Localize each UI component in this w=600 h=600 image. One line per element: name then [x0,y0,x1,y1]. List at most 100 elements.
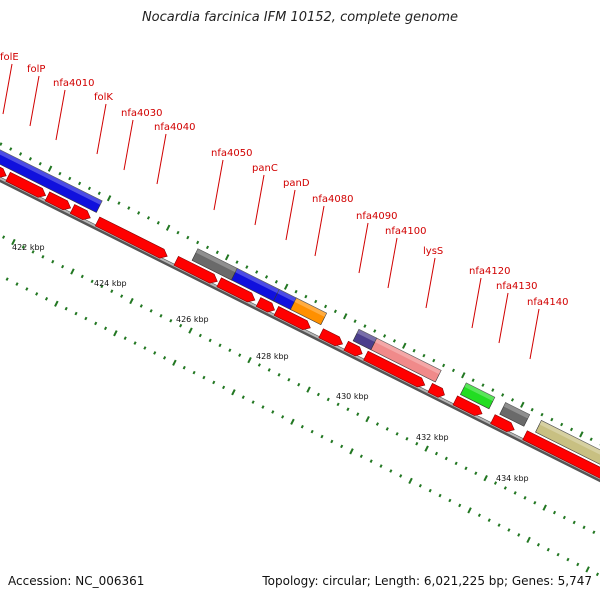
tick-mark [326,397,330,402]
cds-arrow[interactable] [490,414,517,435]
tick-mark [310,429,314,434]
gene-block-nfa4140[interactable] [535,420,600,479]
tick-mark [464,466,468,471]
tick-mark [517,533,521,537]
gene-label-nfa4080[interactable]: nfa4080 [312,194,353,205]
cds-arrow[interactable] [94,216,169,261]
tick-mark [304,294,308,299]
gene-label-folE[interactable]: folE [0,52,19,63]
tick-mark [139,304,143,308]
tick-mark [41,254,45,259]
gene-label-panC[interactable]: panC [252,163,278,174]
gene-label-nfa4010[interactable]: nfa4010 [53,78,94,89]
gene-label-folP[interactable]: folP [27,64,45,75]
tick-mark [106,195,112,202]
tick-mark [165,224,171,231]
cds-arrow[interactable] [173,255,220,286]
tick-mark [448,498,452,503]
gene-label-panD[interactable]: panD [283,178,310,189]
gene-label-nfa4030[interactable]: nfa4030 [121,108,162,119]
cds-arrow[interactable] [318,328,345,349]
tick-mark [379,464,383,468]
tick-mark [182,365,186,370]
tick-mark [271,410,275,414]
gene-leader-line [55,89,66,141]
tick-mark [316,392,320,397]
tick-mark [97,191,101,196]
tick-mark [241,395,245,399]
cds-arrow[interactable] [69,204,92,222]
tick-mark [283,283,289,290]
tick-mark [349,448,354,455]
tick-mark [202,375,206,380]
cds-arrow[interactable] [452,395,484,418]
tick-mark [267,368,271,372]
tick-mark [582,525,586,530]
tick-mark [493,481,498,485]
gene-label-nfa4140[interactable]: nfa4140 [527,297,568,308]
tick-mark [143,346,147,350]
gene-leader-line [358,222,369,274]
cds-arrow[interactable] [44,191,73,213]
cds-arrow[interactable] [343,340,365,358]
tick-label: 432 kbp [416,433,449,442]
gene-label-nfa4100[interactable]: nfa4100 [385,226,426,237]
gene-block-panC-b[interactable] [273,289,298,311]
gene-label-nfa4130[interactable]: nfa4130 [496,281,537,292]
tick-mark [156,221,160,225]
tick-mark [458,503,462,508]
cds-arrow[interactable] [5,171,48,200]
gene-block-nfa4130[interactable] [499,402,531,427]
cds-arrow[interactable] [522,430,600,489]
gene-leader-line [2,63,13,115]
tick-mark [35,292,39,296]
gene-label-nfa4090[interactable]: nfa4090 [356,211,397,222]
tick-mark [343,313,348,320]
tick-mark [188,327,193,334]
tick-mark [363,324,367,328]
gene-leader-line [529,308,540,360]
tick-mark [336,402,340,407]
tick-mark [546,547,550,552]
tick-mark [179,323,183,328]
cds-arrow[interactable] [427,382,447,399]
gene-block-panC[interactable] [231,268,280,302]
gene-label-nfa4040[interactable]: nfa4040 [154,122,195,133]
tick-mark [74,311,78,316]
tick-mark [38,161,42,166]
tick-mark [389,469,393,473]
cds-arrow[interactable] [0,162,8,180]
tick-mark [323,304,328,309]
tick-mark [215,250,219,255]
tick-mark [471,378,475,382]
cds-arrow[interactable] [255,297,277,314]
gene-label-folK[interactable]: folK [94,92,113,103]
tick-mark [15,282,19,286]
tick-mark [330,439,334,444]
gene-block-panD[interactable] [290,297,328,326]
cds-arrow[interactable] [216,277,257,305]
tick-mark [550,417,554,422]
tick-mark [412,348,416,353]
tick-mark [25,287,29,291]
gene-label-nfa4050[interactable]: nfa4050 [211,148,252,159]
gene-block-nfa4120[interactable] [459,382,496,410]
map-title: Nocardia farcinica IFM 10152, complete g… [141,10,459,25]
tick-mark [536,542,540,547]
gene-label-lysS[interactable]: lysS [423,246,443,257]
gene-block-folE-folK[interactable] [0,146,103,213]
tick-mark [365,415,370,423]
tick-mark [9,147,13,151]
gene-block-lysS[interactable] [370,337,442,383]
tick-mark [205,245,210,250]
cds-arrow[interactable] [273,306,312,332]
tick-mark [451,368,456,373]
tick-mark [395,432,399,436]
gene-label-nfa4120[interactable]: nfa4120 [469,266,510,277]
tick-label: 424 kbp [94,279,127,288]
cds-arrow[interactable] [363,350,428,389]
tick-mark [90,279,94,284]
tick-mark [434,451,439,456]
